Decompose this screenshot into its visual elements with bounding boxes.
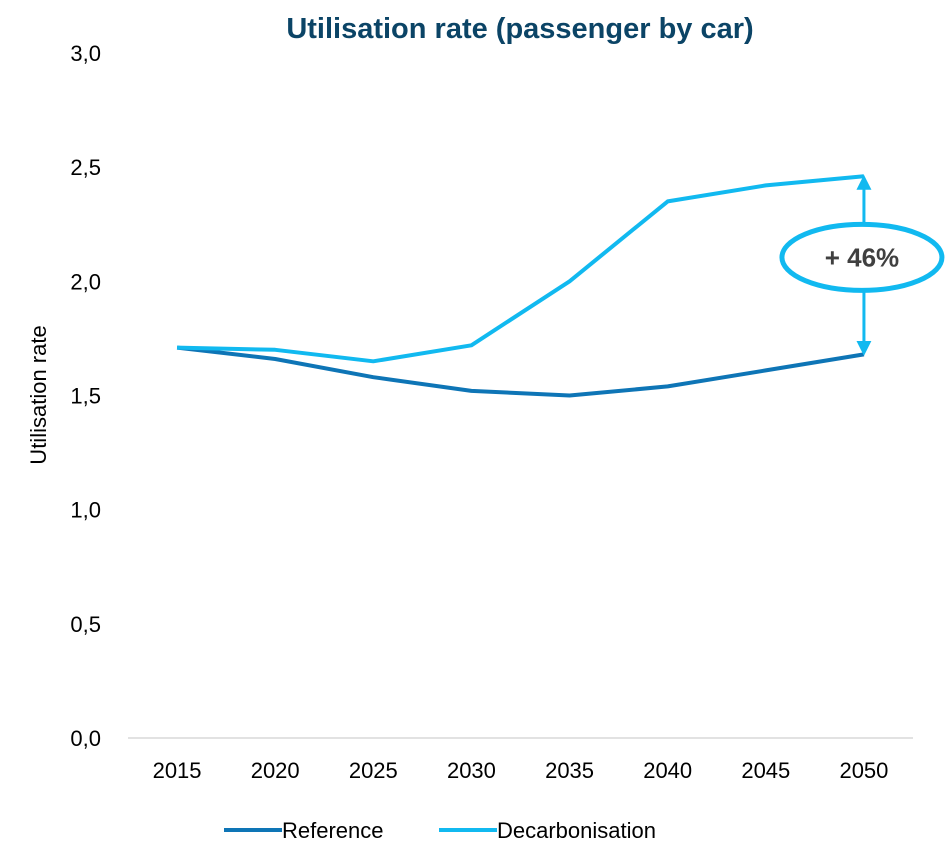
chart-title: Utilisation rate (passenger by car) [286, 13, 753, 45]
x-tick-label: 2030 [447, 758, 496, 783]
y-tick-label: 0,5 [70, 612, 101, 637]
legend-label-decarbonisation: Decarbonisation [497, 818, 656, 842]
x-axis-ticks: 2015 2020 2025 2030 2035 2040 2045 2050 [153, 758, 889, 783]
annotation-ellipse [779, 221, 945, 293]
series-lines [176, 174, 865, 398]
x-tick-label: 2045 [741, 758, 790, 783]
annotation-label: + 46% [825, 242, 899, 272]
x-tick-label: 2015 [153, 758, 202, 783]
x-tick-label: 2020 [251, 758, 300, 783]
x-tick-label: 2040 [643, 758, 692, 783]
legend-label-reference: Reference [282, 818, 384, 842]
y-tick-label: 1,5 [70, 384, 101, 409]
difference-annotation: + 46% [779, 174, 945, 356]
series-line-reference [176, 345, 865, 398]
y-tick-label: 3,0 [70, 41, 101, 66]
y-tick-label: 2,0 [70, 269, 101, 294]
y-tick-label: 2,5 [70, 155, 101, 180]
y-axis-label: Utilisation rate [26, 325, 51, 464]
y-tick-label: 0,0 [70, 726, 101, 751]
legend: Reference Decarbonisation [224, 818, 656, 842]
x-tick-label: 2025 [349, 758, 398, 783]
x-tick-label: 2035 [545, 758, 594, 783]
x-tick-label: 2050 [839, 758, 888, 783]
series-line-decarbonisation [177, 174, 865, 364]
y-axis-ticks: 0,0 0,5 1,0 1,5 2,0 2,5 3,0 [70, 41, 101, 751]
y-tick-label: 1,0 [70, 498, 101, 523]
